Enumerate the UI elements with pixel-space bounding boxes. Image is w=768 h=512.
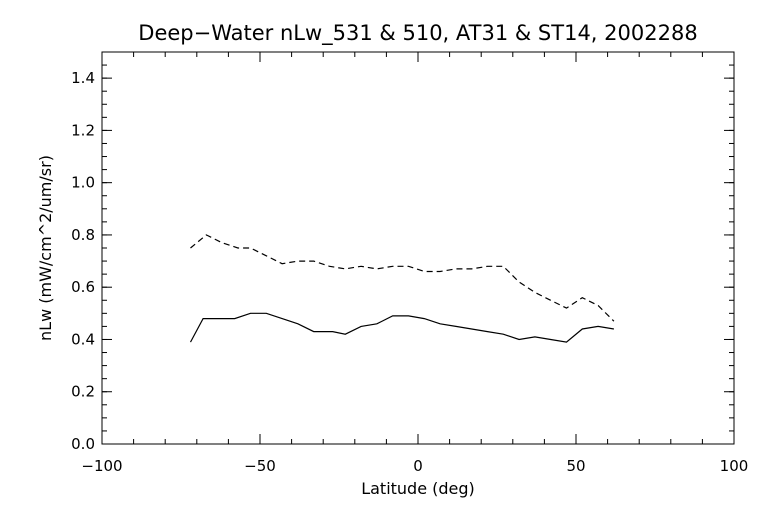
y-tick-label: 0.0 [71, 435, 95, 453]
x-tick-label: −100 [81, 457, 122, 475]
y-tick-label: 0.6 [71, 278, 95, 296]
plot-frame [101, 51, 735, 445]
plot-area [189, 234, 615, 343]
series-line-dashed [190, 234, 615, 322]
series-line-solid [189, 312, 614, 343]
chart-title: Deep−Water nLw_531 & 510, AT31 & ST14, 2… [138, 21, 697, 46]
x-tick-label: 100 [720, 457, 749, 475]
y-tick-label: 0.4 [71, 330, 95, 348]
y-tick-label: 0.8 [71, 226, 95, 244]
x-tick-label: 0 [413, 457, 423, 475]
y-axis: 0.0 0.2 0.4 0.6 0.8 1.0 1.2 1.4 [71, 51, 734, 453]
x-axis-label: Latitude (deg) [361, 479, 475, 498]
y-tick-label: 0.2 [71, 383, 95, 401]
x-tick-label: −50 [244, 457, 276, 475]
y-tick-label: 1.0 [71, 174, 95, 192]
y-tick-label: 1.2 [71, 121, 95, 139]
y-tick-label: 1.4 [71, 69, 95, 87]
x-axis: −100 −50 0 50 100 [81, 52, 748, 475]
x-tick-label: 50 [566, 457, 585, 475]
y-axis-label: nLw (mW/cm^2/um/sr) [36, 155, 55, 341]
